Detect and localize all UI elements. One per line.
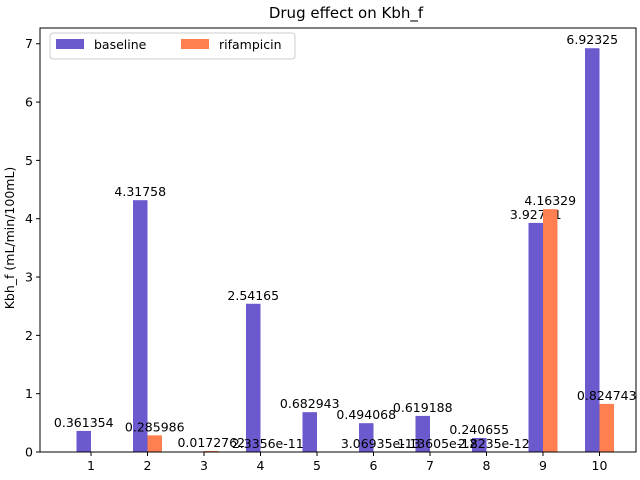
- legend: baseline rifampicin: [49, 32, 296, 60]
- value-label-rifampicin-6: 3.06935e-13: [341, 436, 421, 451]
- y-tick-label: 0: [25, 445, 33, 460]
- x-tick-label: 2: [144, 458, 152, 473]
- value-label-rifampicin-2: 0.285986: [125, 419, 185, 434]
- legend-swatch-baseline: [56, 39, 84, 49]
- legend-label-rifampicin: rifampicin: [219, 37, 282, 52]
- y-axis-label: Kbh_f (mL/min/100mL): [2, 167, 17, 310]
- value-label-rifampicin-7: 1.13605e-12: [397, 436, 477, 451]
- y-tick-label: 2: [25, 328, 33, 343]
- bar-baseline-6: [359, 423, 374, 452]
- x-tick-label: 5: [313, 458, 321, 473]
- value-label-baseline-1: 0.361354: [54, 415, 114, 430]
- value-label-baseline-10: 6.92325: [566, 32, 618, 47]
- y-tick-label: 5: [25, 153, 33, 168]
- plot-frame: [39, 27, 637, 453]
- bar-baseline-7: [415, 415, 430, 452]
- x-tick-label: 1: [87, 458, 95, 473]
- value-label-baseline-2: 4.31758: [114, 184, 166, 199]
- value-label-baseline-4: 2.54165: [227, 288, 279, 303]
- value-label-rifampicin-4: 2.3356e-11: [232, 436, 304, 451]
- x-tick-label: 3: [200, 458, 208, 473]
- y-tick-label: 1: [25, 386, 33, 401]
- y-tick-label: 6: [25, 95, 33, 110]
- bar-baseline-9: [528, 222, 543, 452]
- bar-rifampicin-9: [543, 209, 558, 452]
- legend-swatch-rifampicin: [181, 39, 209, 49]
- value-label-rifampicin-8: 2.8235e-12: [458, 436, 530, 451]
- x-tick-label: 9: [539, 458, 547, 473]
- bar-baseline-1: [76, 430, 91, 452]
- y-tick-label: 7: [25, 36, 33, 51]
- bar-baseline-10: [585, 48, 600, 452]
- legend-label-baseline: baseline: [94, 37, 147, 52]
- value-label-baseline-6: 0.494068: [336, 407, 396, 422]
- x-tick-label: 4: [257, 458, 265, 473]
- value-label-baseline-5: 0.682943: [280, 396, 340, 411]
- legend-frame: [49, 32, 296, 60]
- value-label-rifampicin-3: 0.0172762: [177, 435, 245, 450]
- plot-area: 0.3613544.317582.541650.6829430.4940680.…: [54, 32, 637, 452]
- bar-baseline-5: [302, 412, 317, 452]
- value-label-baseline-8: 0.240655: [449, 422, 509, 437]
- x-tick-label: 10: [592, 458, 608, 473]
- bar-rifampicin-3: [204, 450, 219, 452]
- series-baseline: 0.3613544.317582.541650.6829430.4940680.…: [54, 32, 618, 452]
- bar-rifampicin-2: [147, 435, 162, 452]
- value-label-baseline-7: 0.619188: [393, 400, 453, 415]
- bar-rifampicin-10: [599, 403, 614, 452]
- y-tick-label: 4: [25, 211, 33, 226]
- value-label-rifampicin-9: 4.16329: [524, 193, 576, 208]
- bar-baseline-8: [472, 437, 487, 452]
- y-tick-label: 3: [25, 270, 33, 285]
- chart-title: Drug effect on Kbh_f: [269, 4, 424, 23]
- bar-baseline-2: [133, 200, 148, 452]
- x-tick-label: 6: [370, 458, 378, 473]
- x-tick-label: 8: [483, 458, 491, 473]
- x-tick-label: 7: [426, 458, 434, 473]
- bar-baseline-4: [246, 303, 261, 452]
- value-label-rifampicin-10: 0.824743: [577, 388, 637, 403]
- axes: 0 1 2 3 4 5 6 7 1 2 3 4 5 6 7 8 9 10: [25, 27, 637, 473]
